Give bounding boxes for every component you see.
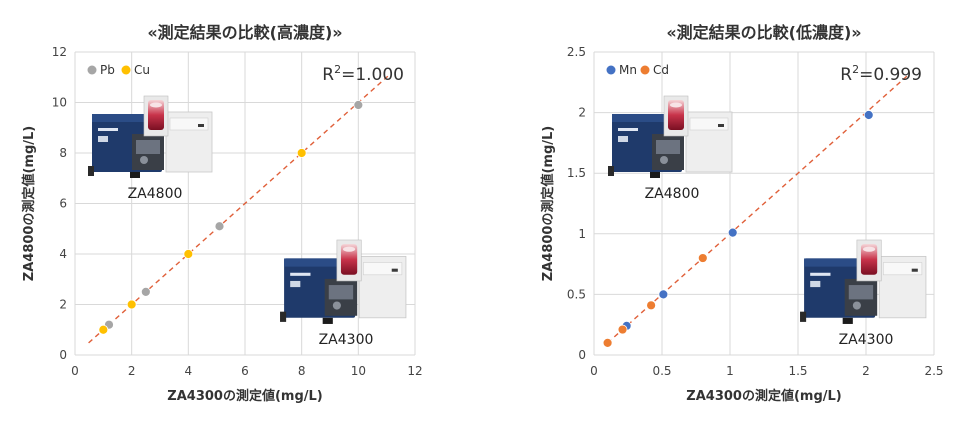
y-tick-label: 8 xyxy=(59,146,67,160)
x-tick-label: 4 xyxy=(185,364,193,378)
data-point-pb xyxy=(354,101,363,110)
legend-label: Pb xyxy=(100,63,115,77)
legend-marker-cd xyxy=(641,66,650,75)
x-tick-label: 1.5 xyxy=(788,364,807,378)
legend-label: Mn xyxy=(619,63,637,77)
x-tick-label: 1 xyxy=(726,364,734,378)
y-tick-label: 2 xyxy=(59,298,67,312)
instrument-label: ZA4300 xyxy=(319,332,374,348)
y-axis-title: ZA4800の測定値(mg/L) xyxy=(21,126,37,281)
y-tick-label: 2.5 xyxy=(567,45,586,59)
y-tick-label: 1.5 xyxy=(567,166,586,180)
x-tick-label: 2 xyxy=(128,364,136,378)
data-point-mn xyxy=(659,290,668,299)
y-tick-label: 12 xyxy=(52,45,67,59)
legend-marker-cu xyxy=(122,66,131,75)
data-point-cd xyxy=(603,338,612,347)
y-tick-label: 0 xyxy=(59,348,67,362)
r-squared-label: R2=1.000 xyxy=(322,63,404,85)
legend-marker-pb xyxy=(88,66,97,75)
y-tick-label: 4 xyxy=(59,247,67,261)
y-axis-title: ZA4800の測定値(mg/L) xyxy=(540,126,556,281)
x-tick-label: 10 xyxy=(351,364,366,378)
chart-low-concentration: 0 0.5 1 1.5 2 2.5 0 0.5 1 1.5 2 2.5 «測定結果の比較(低濃度)» ZA… xyxy=(540,23,944,404)
x-axis-title: ZA4300の測定値(mg/L) xyxy=(686,388,841,404)
data-point-pb xyxy=(215,222,224,231)
legend-label: Cd xyxy=(653,63,669,77)
data-point-mn xyxy=(864,111,873,120)
instrument-label: ZA4300 xyxy=(839,332,894,348)
x-tick-label: 0.5 xyxy=(652,364,671,378)
data-point-cu xyxy=(99,325,108,334)
instrument-image-za4300 xyxy=(280,240,406,324)
data-point-cd xyxy=(618,325,627,334)
data-point-cu xyxy=(184,250,193,259)
x-tick-label: 12 xyxy=(407,364,422,378)
y-tick-label: 10 xyxy=(52,96,67,110)
y-tick-label: 6 xyxy=(59,197,67,211)
x-tick-label: 2 xyxy=(862,364,870,378)
legend-marker-mn xyxy=(607,66,616,75)
x-tick-label: 6 xyxy=(241,364,249,378)
data-point-cu xyxy=(297,149,306,158)
data-point-mn xyxy=(728,228,737,237)
x-axis-title: ZA4300の測定値(mg/L) xyxy=(167,388,322,404)
r-squared-label: R2=0.999 xyxy=(840,63,922,85)
chart-high-concentration: 0 2 4 6 8 10 12 0 2 4 6 8 10 12 «測定結果の比較(高濃度)» ZA4300の測… xyxy=(21,23,423,404)
y-tick-label: 2 xyxy=(578,106,586,120)
instrument-image-za4800 xyxy=(88,96,212,178)
instrument-label: ZA4800 xyxy=(128,186,183,202)
x-tick-label: 8 xyxy=(298,364,306,378)
x-tick-label: 0 xyxy=(590,364,598,378)
instrument-label: ZA4800 xyxy=(645,186,700,202)
instrument-image-za4300 xyxy=(800,240,926,324)
legend-label: Cu xyxy=(134,63,150,77)
chart-title: «測定結果の比較(高濃度)» xyxy=(147,23,342,42)
instrument-image-za4800 xyxy=(608,96,732,178)
data-point-cd xyxy=(647,301,656,310)
data-point-cd xyxy=(698,254,707,263)
data-point-pb xyxy=(141,287,150,296)
x-tick-label: 2.5 xyxy=(924,364,943,378)
data-point-cu xyxy=(127,300,136,309)
y-tick-label: 0.5 xyxy=(567,287,586,301)
y-tick-label: 0 xyxy=(578,348,586,362)
x-tick-label: 0 xyxy=(71,364,79,378)
chart-title: «測定結果の比較(低濃度)» xyxy=(666,23,861,42)
y-tick-label: 1 xyxy=(578,227,586,241)
